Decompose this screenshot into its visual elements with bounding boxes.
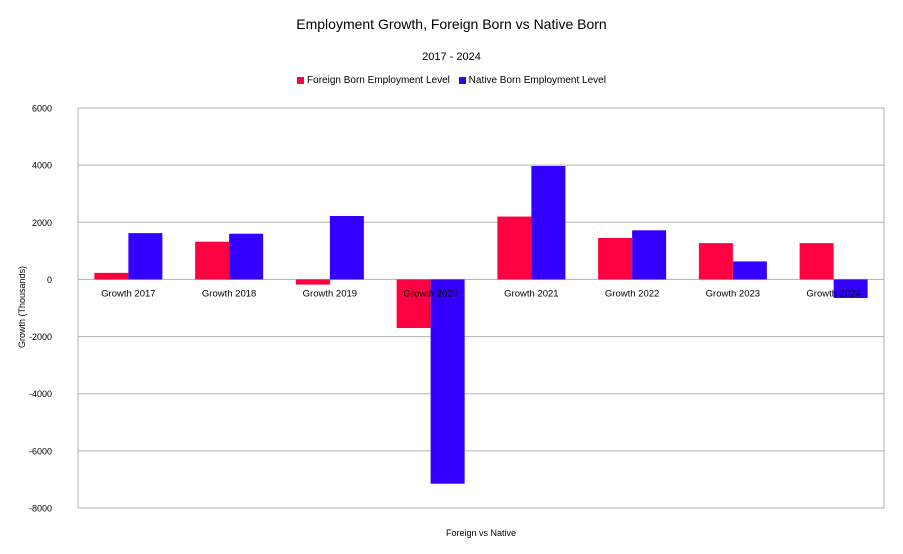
- y-tick-label: -4000: [29, 389, 52, 399]
- bar-native-born-2021: [531, 166, 566, 280]
- y-tick-label: 6000: [32, 104, 52, 114]
- bar-foreign-born-2017: [94, 272, 129, 280]
- bar-foreign-born-2018: [195, 241, 230, 280]
- x-tick-label: Growth 2019: [303, 288, 357, 299]
- bar-native-born-2022: [632, 230, 667, 280]
- bar-native-born-2019: [329, 216, 364, 280]
- legend-label-foreign-born: Foreign Born Employment Level: [307, 75, 450, 86]
- x-axis-title: Foreign vs Native: [445, 528, 517, 538]
- bar-native-born-2024: [833, 279, 868, 298]
- y-tick-label: -6000: [29, 446, 52, 456]
- bar-native-born-2018: [229, 233, 264, 280]
- legend-swatch-foreign-born: [297, 77, 305, 84]
- legend-swatch-native-born: [458, 77, 466, 84]
- plot-border: [77, 107, 885, 509]
- x-tick-label: Growth 2021: [504, 288, 558, 299]
- y-tick-label: -8000: [29, 504, 52, 514]
- x-tick-label: Growth 2020: [403, 288, 457, 299]
- bar-native-born-2023: [732, 261, 767, 280]
- bar-native-born-2017: [128, 233, 163, 280]
- y-tick-label: 0: [47, 275, 52, 285]
- bar-foreign-born-2023: [698, 243, 733, 280]
- y-tick-label: 2000: [32, 218, 52, 228]
- bar-native-born-2020: [430, 279, 465, 484]
- x-tick-label: Growth 2022: [605, 288, 659, 299]
- x-tick-label: Growth 2023: [706, 288, 760, 299]
- bar-foreign-born-2021: [497, 216, 532, 280]
- chart-title: Employment Growth, Foreign Born vs Nativ…: [296, 16, 607, 32]
- legend-entry-native-born: Native Born Employment Level: [458, 75, 606, 86]
- x-tick-label: Growth 2017: [101, 288, 155, 299]
- legend-label-native-born: Native Born Employment Level: [468, 75, 606, 86]
- bar-foreign-born-2019: [295, 279, 330, 285]
- y-tick-label: -2000: [29, 332, 52, 342]
- legend-entry-foreign-born: Foreign Born Employment Level: [297, 75, 450, 86]
- bar-foreign-born-2020: [396, 279, 431, 328]
- y-tick-label: 4000: [32, 161, 52, 171]
- legend: Foreign Born Employment Level Native Bor…: [0, 75, 903, 87]
- chart-subtitle: 2017 - 2024: [422, 51, 481, 63]
- bar-foreign-born-2022: [598, 238, 633, 280]
- x-tick-label: Growth 2024: [806, 288, 860, 299]
- bar-foreign-born-2024: [799, 243, 834, 280]
- x-tick-label: Growth 2018: [202, 288, 256, 299]
